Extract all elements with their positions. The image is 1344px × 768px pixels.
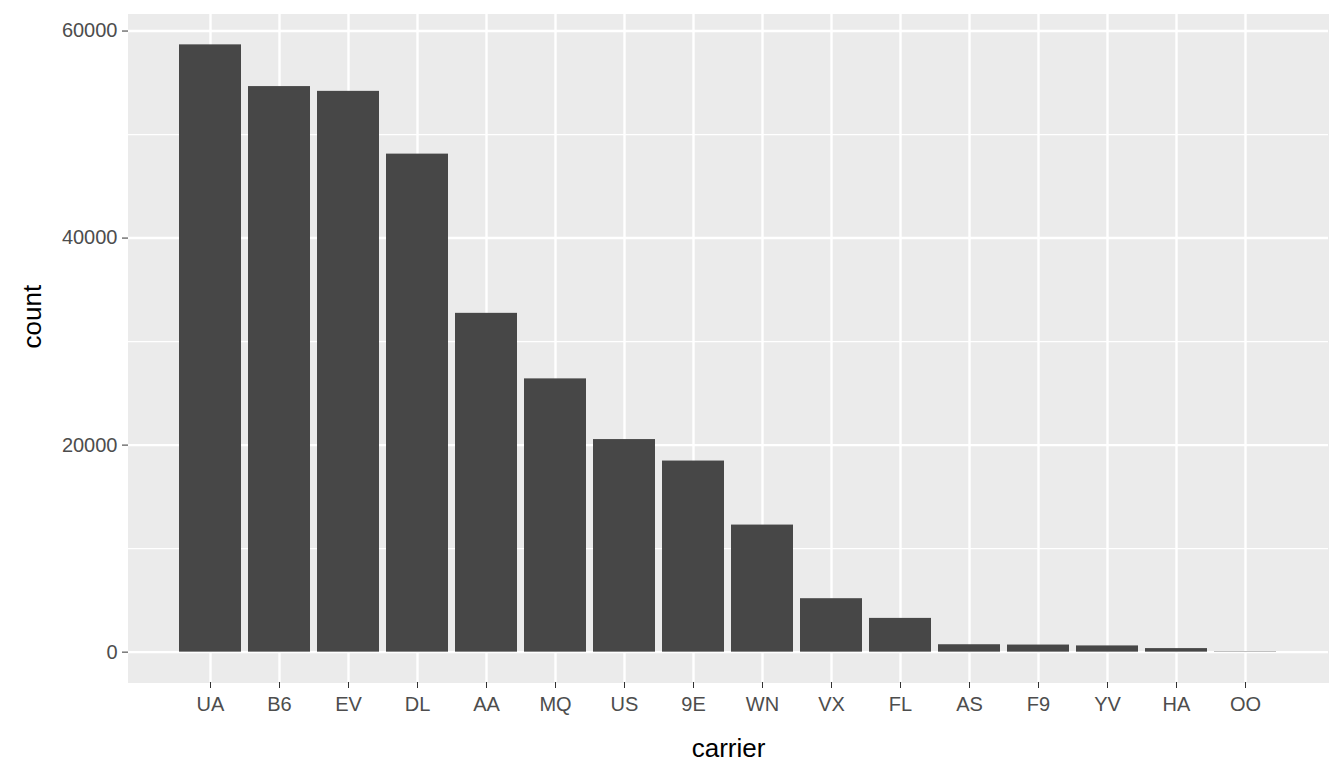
svg-text:HA: HA	[1163, 693, 1191, 715]
svg-text:40000: 40000	[62, 226, 118, 248]
svg-text:60000: 60000	[62, 19, 118, 41]
svg-text:UA: UA	[197, 693, 225, 715]
svg-text:AS: AS	[956, 693, 983, 715]
svg-text:carrier: carrier	[692, 733, 766, 763]
svg-text:VX: VX	[818, 693, 845, 715]
svg-text:count: count	[17, 284, 47, 348]
svg-text:US: US	[611, 693, 639, 715]
svg-text:EV: EV	[335, 693, 362, 715]
svg-text:FL: FL	[889, 693, 912, 715]
svg-text:AA: AA	[473, 693, 500, 715]
svg-text:DL: DL	[405, 693, 431, 715]
svg-text:20000: 20000	[62, 434, 118, 456]
svg-text:OO: OO	[1230, 693, 1261, 715]
svg-text:B6: B6	[267, 693, 291, 715]
svg-text:0: 0	[106, 641, 117, 663]
svg-text:WN: WN	[746, 693, 779, 715]
svg-text:MQ: MQ	[539, 693, 571, 715]
svg-text:YV: YV	[1094, 693, 1121, 715]
svg-text:9E: 9E	[681, 693, 705, 715]
svg-text:F9: F9	[1027, 693, 1050, 715]
